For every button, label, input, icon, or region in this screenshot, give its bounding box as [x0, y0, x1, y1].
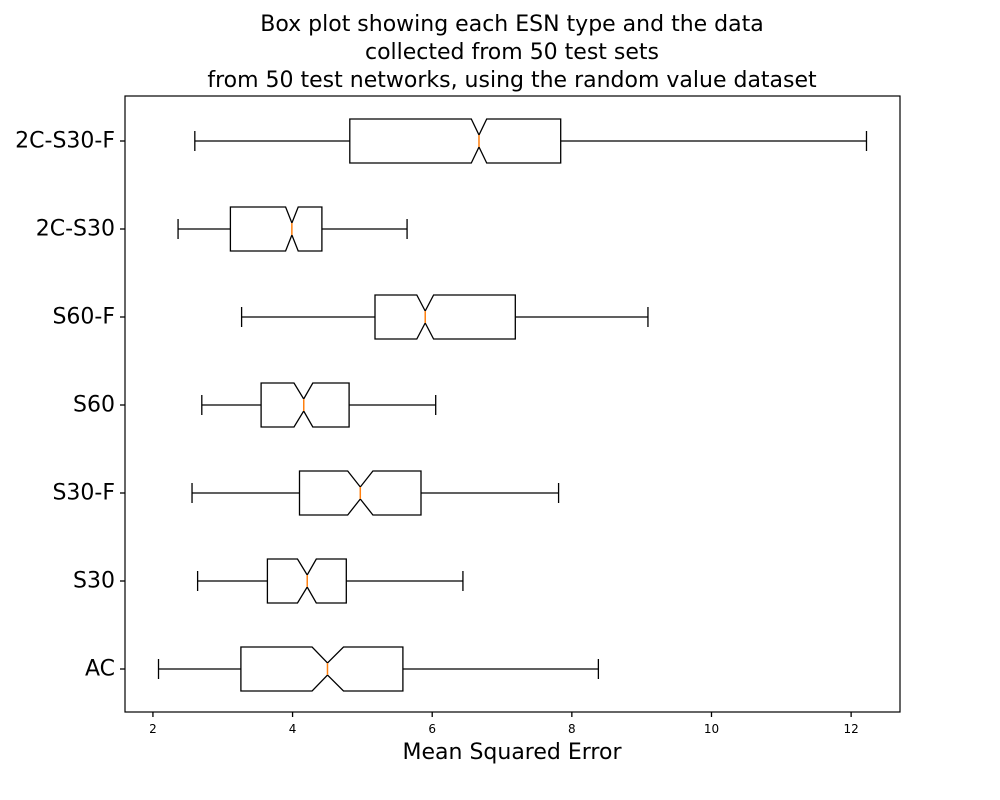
ytick-label-s30-f: S30-F	[52, 481, 115, 506]
box-group-ac	[157, 646, 600, 692]
box-group-s60	[201, 382, 437, 428]
y-axis-ticks: AC S30 S30-F S60 S60-F 2C-S30 2C-S30-F	[15, 129, 125, 682]
xtick-label-2: 2	[149, 722, 157, 736]
box-group-s30	[196, 558, 464, 604]
ytick-label-s30: S30	[73, 569, 115, 594]
x-axis-label: Mean Squared Error	[403, 740, 623, 765]
box-s60-f	[374, 294, 516, 340]
chart-title: Box plot showing each ESN type and the d…	[207, 12, 817, 93]
plot-area	[157, 118, 868, 692]
box-2c-s30	[229, 206, 323, 252]
ytick-label-2c-s30-f: 2C-S30-F	[15, 129, 115, 154]
chart-title-line-1: Box plot showing each ESN type and the d…	[260, 12, 763, 37]
box-2c-s30-f	[349, 118, 562, 164]
xtick-label-6: 6	[428, 722, 436, 736]
ytick-label-ac: AC	[85, 657, 115, 682]
ytick-label-s60-f: S60-F	[52, 305, 115, 330]
x-axis-ticks: 2 4 6 8 10 12	[149, 712, 859, 736]
chart-title-line-2: collected from 50 test sets	[365, 40, 659, 65]
xtick-label-8: 8	[568, 722, 576, 736]
xtick-label-12: 12	[843, 722, 858, 736]
ytick-label-s60: S60	[73, 393, 115, 418]
ytick-label-2c-s30: 2C-S30	[36, 217, 115, 242]
box-group-s60-f	[240, 294, 649, 340]
xtick-label-4: 4	[289, 722, 297, 736]
box-group-s30-f	[191, 470, 560, 516]
box-s60	[260, 382, 350, 428]
axes-frame	[124, 95, 901, 713]
box-ac	[240, 646, 404, 692]
box-group-2c-s30-f	[194, 118, 868, 164]
box-group-2c-s30	[177, 206, 408, 252]
xtick-label-10: 10	[704, 722, 719, 736]
chart-title-line-3: from 50 test networks, using the random …	[207, 68, 817, 93]
